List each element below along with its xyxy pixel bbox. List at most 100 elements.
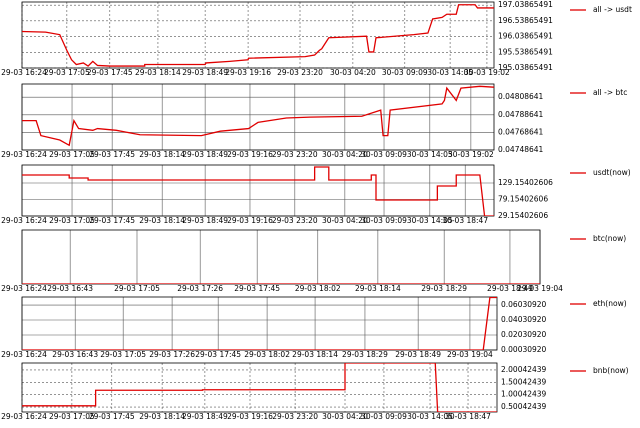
x-tick-label: 29-03 19:04 [447, 350, 493, 359]
x-tick-label: 29-03 18:14 [139, 216, 185, 225]
x-tick-label: 30-03 09:09 [361, 216, 407, 225]
y-tick-label: 1.50042439 [501, 377, 547, 386]
x-tick-label: 29-03 16:43 [47, 284, 93, 293]
y-tick-label: 0.04030920 [501, 315, 547, 324]
legend-label: usdt(now) [593, 168, 631, 177]
plot-frame [21, 362, 498, 413]
x-tick-label: 29-03 17:05 [49, 216, 95, 225]
x-tick-label: 30-03 09:09 [361, 150, 407, 159]
x-tick-label: 29-03 16:24 [1, 284, 47, 293]
y-tick-label: 0.06030920 [501, 300, 547, 309]
x-tick-label: 30-03 14:05 [407, 150, 453, 159]
y-tick-label: 0.00030920 [501, 345, 547, 354]
legend-label: btc(now) [593, 234, 626, 243]
x-tick-label: 29-03 18:14 [135, 68, 181, 77]
x-tick-label: 30-03 09:09 [361, 412, 407, 421]
x-tick-label: 29-03 18:02 [295, 284, 341, 293]
y-tick-label: 79.15402606 [498, 194, 548, 203]
y-tick-label: 0.02030920 [501, 330, 547, 339]
plot-frame [21, 164, 495, 217]
x-tick-label: 30-03 14:05 [407, 216, 453, 225]
x-tick-label: 30-03 14:05 [407, 412, 453, 421]
series-line [22, 363, 497, 412]
x-tick-label: 29-03 17:05 [49, 412, 95, 421]
x-tick-label: 30-03 19:02 [448, 150, 494, 159]
x-tick-label: 29-03 19:16 [227, 150, 273, 159]
series-line [22, 4, 494, 67]
x-tick-label: 30-03 04:20 [322, 412, 368, 421]
x-tick-label: 29-03 23:20 [272, 150, 318, 159]
x-tick-label: 29-03 17:45 [234, 284, 280, 293]
x-tick-label: 29-03 17:05 [114, 284, 160, 293]
y-tick-label: 0.04748641 [498, 145, 544, 154]
x-tick-label: 29-03 17:45 [89, 412, 135, 421]
y-tick-label: 29.15402606 [498, 211, 548, 220]
x-tick-label: 29-03 17:26 [149, 350, 195, 359]
legend-label: eth(now) [593, 299, 627, 308]
x-tick-label: 30-03 18:47 [442, 216, 488, 225]
x-tick-label: 29-03 18:49 [395, 350, 441, 359]
x-tick-label: 29-03 23:20 [272, 412, 318, 421]
x-tick-label: 29-03 16:24 [1, 412, 47, 421]
x-tick-label: 29-03 18:14 [355, 284, 401, 293]
y-tick-label: 129.15402606 [498, 178, 553, 187]
y-tick-label: 196.53865491 [498, 16, 553, 25]
x-tick-label: 30-03 04:20 [322, 216, 368, 225]
y-tick-label: 0.04788641 [498, 110, 544, 119]
x-tick-label: 29-03 19:16 [227, 216, 273, 225]
x-tick-label: 30-03 14:05 [427, 68, 473, 77]
series-line [22, 297, 497, 350]
x-tick-label: 29-03 23:20 [272, 216, 318, 225]
x-tick-label: 29-03 18:49 [487, 284, 533, 293]
x-tick-label: 29-03 23:20 [277, 68, 323, 77]
x-tick-label: 29-03 18:49 [182, 412, 228, 421]
y-tick-label: 2.00042439 [501, 365, 547, 374]
x-tick-label: 29-03 16:24 [1, 68, 47, 77]
x-tick-label: 29-03 18:14 [292, 350, 338, 359]
y-tick-label: 0.04768641 [498, 127, 544, 136]
x-tick-label: 29-03 16:43 [52, 350, 98, 359]
x-tick-label: 30-03 18:47 [445, 412, 491, 421]
x-tick-label: 29-03 17:05 [44, 68, 90, 77]
x-tick-label: 29-03 17:05 [49, 150, 95, 159]
legend-label: all -> btc [593, 88, 627, 97]
x-tick-label: 29-03 18:49 [182, 150, 228, 159]
x-tick-label: 29-03 19:04 [517, 284, 563, 293]
x-tick-label: 29-03 17:45 [89, 150, 135, 159]
x-tick-label: 29-03 18:29 [421, 284, 467, 293]
x-tick-label: 29-03 17:26 [177, 284, 223, 293]
x-tick-label: 29-03 18:14 [139, 150, 185, 159]
legend-label: all -> usdt [593, 5, 632, 14]
series-line [22, 166, 494, 216]
x-tick-label: 29-03 18:49 [182, 68, 228, 77]
y-tick-label: 1.00042439 [501, 390, 547, 399]
y-tick-label: 0.50042439 [501, 402, 547, 411]
x-tick-label: 29-03 17:05 [100, 350, 146, 359]
x-tick-label: 29-03 18:29 [342, 350, 388, 359]
plot-frame [21, 229, 541, 285]
x-tick-label: 30-03 04:20 [330, 68, 376, 77]
x-tick-label: 29-03 16:24 [1, 350, 47, 359]
legend-label: bnb(now) [593, 366, 629, 375]
x-tick-label: 29-03 18:14 [139, 412, 185, 421]
y-tick-label: 197.03865491 [498, 0, 553, 9]
x-tick-label: 29-03 18:02 [244, 350, 290, 359]
x-tick-label: 30-03 04:20 [322, 150, 368, 159]
x-tick-label: 29-03 17:45 [195, 350, 241, 359]
x-tick-label: 29-03 16:24 [1, 150, 47, 159]
y-tick-label: 196.03865491 [498, 32, 553, 41]
y-tick-label: 195.03865491 [498, 63, 553, 72]
series-line [22, 85, 494, 147]
y-tick-label: 195.53865491 [498, 47, 553, 56]
x-tick-label: 29-03 19:16 [225, 68, 271, 77]
x-tick-label: 29-03 17:45 [87, 68, 133, 77]
x-tick-label: 29-03 16:24 [1, 216, 47, 225]
x-tick-label: 29-03 18:49 [182, 216, 228, 225]
y-tick-label: 0.04808641 [498, 92, 544, 101]
x-tick-label: 29-03 17:45 [89, 216, 135, 225]
x-tick-label: 30-03 09:09 [382, 68, 428, 77]
x-tick-label: 29-03 19:16 [227, 412, 273, 421]
plot-frame [21, 1, 495, 69]
x-tick-label: 30-03 19:02 [464, 68, 510, 77]
